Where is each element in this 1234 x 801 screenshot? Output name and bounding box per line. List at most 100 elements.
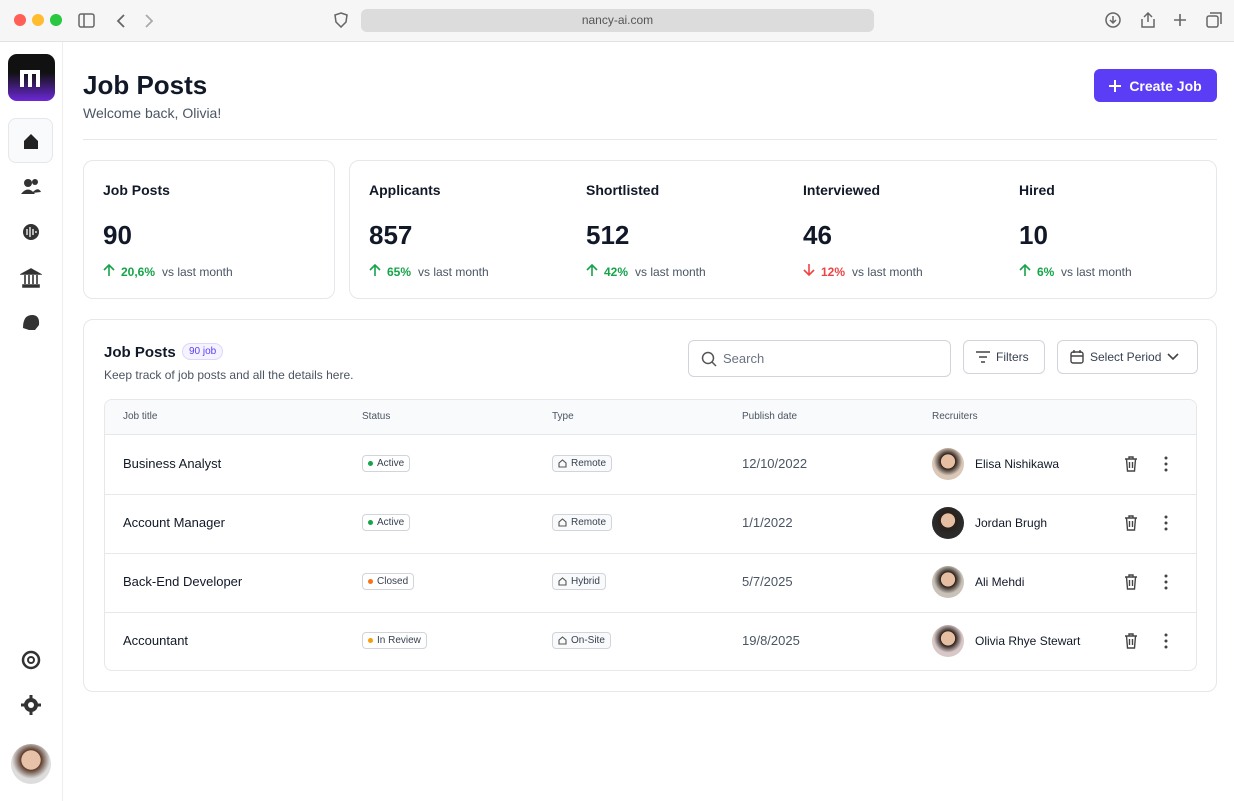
type-icon: [558, 577, 567, 586]
row-divider: [104, 612, 1196, 613]
toolbar-icons[interactable]: [1104, 11, 1224, 31]
stat-label: Interviewed: [803, 182, 881, 198]
trend-arrow: [803, 264, 815, 277]
status-dot: [368, 520, 373, 525]
status-pill: Active: [362, 514, 411, 531]
more-icon[interactable]: [1163, 456, 1169, 472]
stat-label: Shortlisted: [586, 182, 660, 198]
column-header: Type: [552, 411, 574, 422]
type-label: Remote: [571, 517, 607, 528]
column-header: Status: [362, 411, 391, 422]
stat-card: [83, 160, 335, 299]
home-icon: [24, 134, 38, 149]
type-pill: Hybrid: [552, 573, 606, 590]
stat-label: Applicants: [369, 182, 441, 198]
stat-note: vs last month: [1061, 265, 1132, 279]
page-subtitle: Welcome back, Olivia!: [83, 105, 222, 121]
plus-icon: [1109, 79, 1122, 92]
column-header: Recruiters: [932, 411, 978, 422]
type-label: Remote: [571, 458, 607, 469]
type-icon: [558, 518, 567, 527]
search-placeholder: Search: [723, 351, 765, 366]
status-label: Active: [377, 517, 405, 528]
logo-mark: [20, 70, 40, 87]
type-label: On-Site: [571, 635, 605, 646]
bottom-icons[interactable]: [20, 650, 42, 715]
logo[interactable]: [8, 54, 55, 101]
job-title: Back-End Developer: [123, 574, 243, 589]
nav-icons[interactable]: [78, 12, 168, 30]
stat-note: vs last month: [162, 265, 233, 279]
zoom-dot[interactable]: [50, 14, 62, 26]
status-label: In Review: [377, 635, 421, 646]
table-title: Job Posts: [104, 344, 176, 361]
stat-label: Hired: [1019, 182, 1055, 198]
shield-icon: [334, 12, 348, 28]
search-input[interactable]: Search: [688, 340, 951, 377]
type-label: Hybrid: [571, 576, 600, 587]
status-dot: [368, 638, 373, 643]
type-icon: [558, 636, 567, 645]
stat-value: 46: [803, 220, 832, 250]
user-avatar[interactable]: [11, 744, 51, 784]
delete-icon[interactable]: [1124, 633, 1138, 649]
stat-value: 857: [369, 220, 413, 250]
more-icon[interactable]: [1163, 633, 1169, 649]
nav-home[interactable]: [8, 118, 53, 163]
stat-value: 10: [1019, 220, 1048, 250]
more-icon[interactable]: [1163, 515, 1169, 531]
recruiter-name: Elisa Nishikawa: [975, 457, 1060, 471]
recruiter-name: Olivia Rhye Stewart: [975, 634, 1081, 648]
close-dot[interactable]: [14, 14, 26, 26]
stat-change: 12%: [821, 265, 846, 279]
trend-arrow: [369, 264, 381, 276]
table-description: Keep track of job posts and all the deta…: [104, 368, 354, 382]
stat-value: 90: [103, 220, 132, 250]
delete-icon[interactable]: [1124, 574, 1138, 590]
filters-label: Filters: [996, 350, 1029, 364]
status-dot: [368, 579, 373, 584]
more-icon[interactable]: [1163, 574, 1169, 590]
column-header: Publish date: [742, 411, 798, 422]
stat-change: 42%: [604, 265, 629, 279]
minimize-dot[interactable]: [32, 14, 44, 26]
recruiter-avatar: [932, 448, 964, 480]
job-title: Account Manager: [123, 515, 225, 530]
delete-icon[interactable]: [1124, 515, 1138, 531]
delete-icon[interactable]: [1124, 456, 1138, 472]
browser-bar: nancy-ai.com: [0, 0, 1234, 42]
recruiter-name: Jordan Brugh: [975, 516, 1048, 530]
status-pill: Active: [362, 455, 411, 472]
stat-value: 512: [586, 220, 630, 250]
filters-button[interactable]: Filters: [963, 340, 1045, 374]
page-title: Job Posts: [83, 70, 208, 100]
stat-card: [349, 160, 1217, 299]
sidebar: [0, 42, 63, 801]
type-pill: On-Site: [552, 632, 611, 649]
type-icon: [558, 459, 567, 468]
type-pill: Remote: [552, 455, 613, 472]
publish-date: 19/8/2025: [742, 633, 800, 648]
table: [104, 399, 1197, 671]
job-title: Business Analyst: [123, 456, 222, 471]
divider: [83, 139, 1217, 140]
trend-arrow: [586, 264, 598, 276]
period-select[interactable]: Select Period: [1057, 340, 1198, 374]
search-icon: [701, 351, 717, 367]
column-header: Job title: [123, 411, 158, 422]
trend-arrow: [1019, 264, 1031, 276]
table-header: [105, 400, 1196, 435]
stat-change: 6%: [1037, 265, 1055, 279]
publish-date: 1/1/2022: [742, 515, 793, 530]
stat-change: 65%: [387, 265, 412, 279]
stat-note: vs last month: [418, 265, 489, 279]
status-dot: [368, 461, 373, 466]
publish-date: 5/7/2025: [742, 574, 793, 589]
trend-arrow: [103, 264, 115, 276]
nav-icons[interactable]: [20, 176, 42, 386]
stat-note: vs last month: [635, 265, 706, 279]
create-job-button[interactable]: Create Job: [1094, 69, 1217, 102]
status-pill: Closed: [362, 573, 415, 590]
address-bar[interactable]: nancy-ai.com: [361, 9, 874, 32]
period-label: Select Period: [1090, 350, 1162, 364]
